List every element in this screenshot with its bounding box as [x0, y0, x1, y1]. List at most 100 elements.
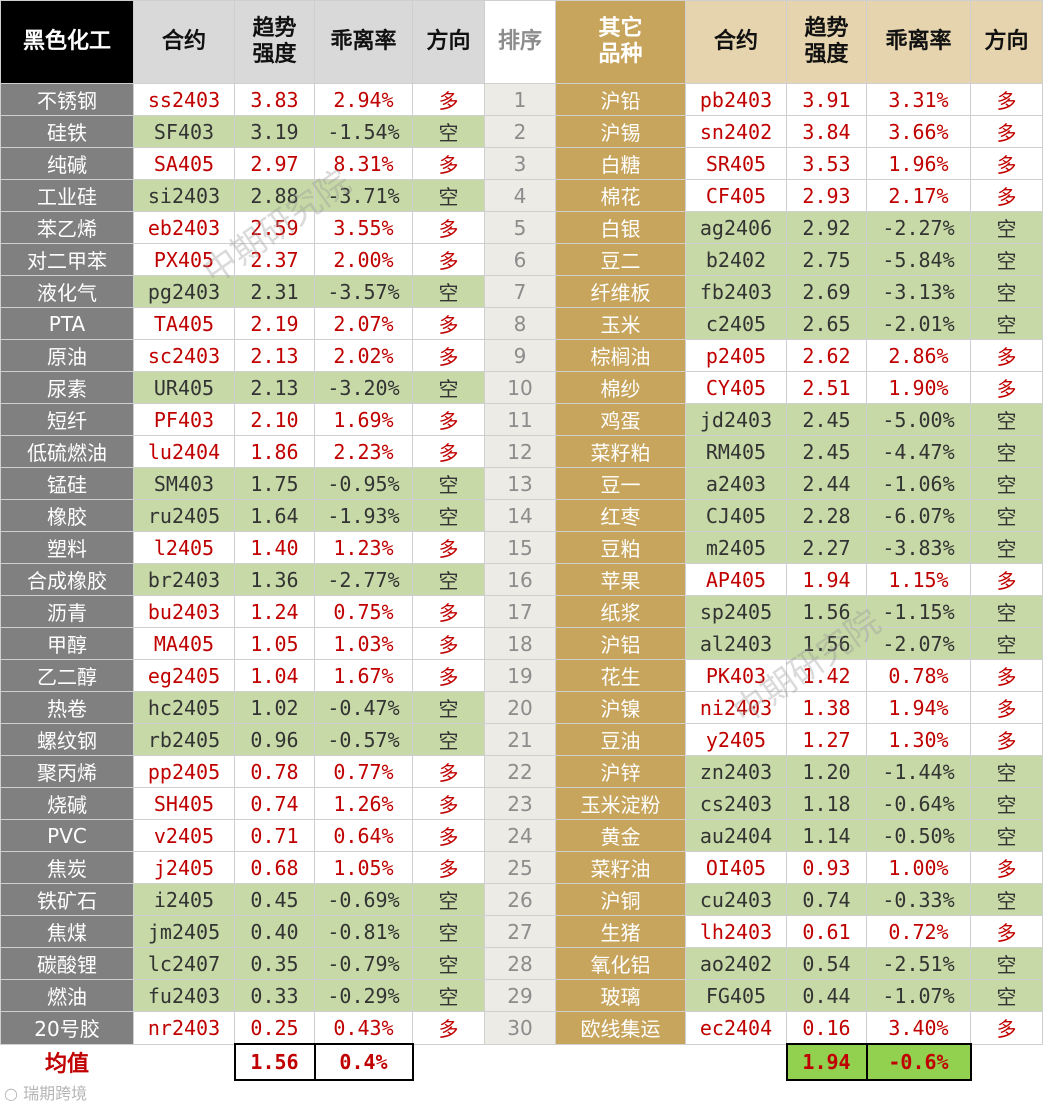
left-contract: bu2403 — [133, 595, 235, 628]
right-strength: 2.92 — [786, 211, 867, 244]
left-direction: 空 — [412, 723, 485, 756]
rank-number: 13 — [484, 467, 556, 500]
right-direction: 多 — [970, 83, 1043, 116]
left-strength: 2.37 — [234, 243, 315, 276]
rank-number: 21 — [484, 723, 556, 756]
left-contract: hc2405 — [133, 691, 235, 724]
right-contract: jd2403 — [685, 403, 787, 436]
left-bias: 1.69% — [314, 403, 413, 436]
rank-number: 18 — [484, 627, 556, 660]
footer-blank-5 — [685, 1044, 787, 1080]
table-row: 橡胶 ru2405 1.64 -1.93% 空 14 红枣 CJ405 2.28 -6.07% 空 — [0, 499, 1043, 532]
right-average-strength: 1.94 — [785, 1043, 868, 1081]
left-variety-name: 燃油 — [0, 979, 134, 1012]
right-bias: -4.47% — [866, 435, 971, 468]
right-strength: 0.54 — [786, 947, 867, 980]
left-contract: SH405 — [133, 787, 235, 820]
rank-number: 16 — [484, 563, 556, 596]
left-bias: 2.07% — [314, 307, 413, 340]
left-average-strength: 1.56 — [233, 1043, 316, 1081]
right-bias: -2.27% — [866, 211, 971, 244]
footer-blank-3 — [484, 1044, 556, 1080]
right-contract: y2405 — [685, 723, 787, 756]
badge-text: 瑞期跨境 — [23, 1084, 88, 1103]
left-strength: 2.10 — [234, 403, 315, 436]
right-direction: 多 — [970, 115, 1043, 148]
header-strength-left: 趋势强度 — [234, 0, 315, 84]
left-direction: 多 — [412, 83, 485, 116]
left-strength: 0.78 — [234, 755, 315, 788]
right-strength: 2.51 — [786, 371, 867, 404]
left-variety-name: 合成橡胶 — [0, 563, 134, 596]
right-strength: 2.93 — [786, 179, 867, 212]
left-strength: 2.31 — [234, 275, 315, 308]
right-direction: 空 — [970, 595, 1043, 628]
right-direction: 空 — [970, 947, 1043, 980]
right-variety-name: 玉米 — [555, 307, 686, 340]
left-variety-name: PTA — [0, 307, 134, 340]
right-variety-name: 棉花 — [555, 179, 686, 212]
right-direction: 空 — [970, 435, 1043, 468]
left-bias: -0.79% — [314, 947, 413, 980]
rank-number: 11 — [484, 403, 556, 436]
left-contract: UR405 — [133, 371, 235, 404]
right-direction: 多 — [970, 851, 1043, 884]
rank-number: 28 — [484, 947, 556, 980]
left-contract: pg2403 — [133, 275, 235, 308]
left-bias: 2.23% — [314, 435, 413, 468]
left-contract: fu2403 — [133, 979, 235, 1012]
left-direction: 多 — [412, 243, 485, 276]
left-contract: i2405 — [133, 883, 235, 916]
right-bias: -2.07% — [866, 627, 971, 660]
left-strength: 0.71 — [234, 819, 315, 852]
right-contract: ao2402 — [685, 947, 787, 980]
right-direction: 空 — [970, 819, 1043, 852]
right-contract: sp2405 — [685, 595, 787, 628]
left-variety-name: 沥青 — [0, 595, 134, 628]
left-bias: -0.95% — [314, 467, 413, 500]
left-contract: si2403 — [133, 179, 235, 212]
right-bias: -3.13% — [866, 275, 971, 308]
footer-blank-6 — [970, 1044, 1043, 1080]
left-variety-name: 甲醇 — [0, 627, 134, 660]
left-direction: 空 — [412, 275, 485, 308]
right-direction: 多 — [970, 691, 1043, 724]
right-direction: 空 — [970, 499, 1043, 532]
rank-number: 30 — [484, 1011, 556, 1045]
left-direction: 空 — [412, 883, 485, 916]
table-row: 塑料 l2405 1.40 1.23% 多 15 豆粕 m2405 2.27 -3.83% 空 — [0, 531, 1043, 564]
rank-number: 26 — [484, 883, 556, 916]
right-bias: -5.84% — [866, 243, 971, 276]
left-direction: 多 — [412, 787, 485, 820]
right-direction: 空 — [970, 755, 1043, 788]
right-bias: 2.17% — [866, 179, 971, 212]
right-contract: sn2402 — [685, 115, 787, 148]
right-contract: CJ405 — [685, 499, 787, 532]
rank-number: 6 — [484, 243, 556, 276]
left-direction: 多 — [412, 1011, 485, 1045]
right-direction: 空 — [970, 403, 1043, 436]
right-variety-name: 苹果 — [555, 563, 686, 596]
rank-number: 17 — [484, 595, 556, 628]
left-variety-name: 20号胶 — [0, 1011, 134, 1045]
left-direction: 空 — [412, 371, 485, 404]
left-bias: -0.47% — [314, 691, 413, 724]
header-other-varieties-text: 其它品种 — [598, 16, 643, 67]
right-contract: p2405 — [685, 339, 787, 372]
left-strength: 0.33 — [234, 979, 315, 1012]
left-variety-name: 橡胶 — [0, 499, 134, 532]
rank-number: 10 — [484, 371, 556, 404]
table-row: 20号胶 nr2403 0.25 0.43% 多 30 欧线集运 ec2404 0.16 3.40… — [0, 1011, 1043, 1045]
left-bias: 3.55% — [314, 211, 413, 244]
left-average-bias: 0.4% — [313, 1043, 414, 1081]
right-contract: OI405 — [685, 851, 787, 884]
left-bias: 0.77% — [314, 755, 413, 788]
right-contract: au2404 — [685, 819, 787, 852]
header-row: 黑色化工 合约 趋势强度 乖离率 方向 排序 其它品种 合约 趋势强度 乖离率 … — [0, 0, 1043, 84]
left-contract: jm2405 — [133, 915, 235, 948]
table-row: 铁矿石 i2405 0.45 -0.69% 空 26 沪铜 cu2403 0.74 -0.33% 空 — [0, 883, 1043, 916]
right-contract: SR405 — [685, 147, 787, 180]
table-row: 螺纹钢 rb2405 0.96 -0.57% 空 21 豆油 y2405 1.27 1.30% 多 — [0, 723, 1043, 756]
left-strength: 2.59 — [234, 211, 315, 244]
badge-logo: ○ 瑞期跨境 — [4, 1080, 87, 1104]
